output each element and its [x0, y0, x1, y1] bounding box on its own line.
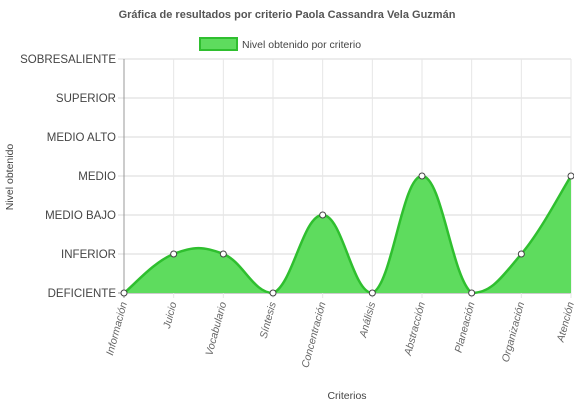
legend-swatch: [199, 37, 238, 51]
y-tick-label: INFERIOR: [61, 249, 116, 261]
x-axis-label: Criterios: [327, 390, 366, 402]
y-axis-ticks: DEFICIENTE INFERIOR MEDIO BAJO MEDIO MEDIO A…: [20, 54, 116, 300]
x-axis-ticks: Información Juicio Vocabulario Síntesis Conc…: [104, 300, 574, 369]
data-point[interactable]: [368, 289, 376, 297]
data-point[interactable]: [517, 250, 525, 258]
x-tick-label: Juicio: [161, 301, 180, 331]
x-tick-label: Planeación: [453, 301, 478, 354]
data-point[interactable]: [567, 172, 574, 180]
x-tick-label: Abstracción: [402, 301, 428, 358]
x-tick-label: Atención: [554, 301, 574, 345]
x-tick-label: Información: [104, 301, 130, 357]
y-tick-label: DEFICIENTE: [48, 288, 117, 300]
data-point[interactable]: [319, 211, 327, 219]
x-tick-label: Organización: [500, 301, 528, 364]
y-tick-label: SOBRESALIENTE: [20, 54, 116, 66]
plot-area: [123, 174, 573, 295]
chart-title: Gráfica de resultados por criterio Paola…: [119, 9, 456, 21]
x-tick-label: Análisis: [357, 300, 378, 340]
x-tick-label: Síntesis: [258, 300, 279, 340]
series-line: [123, 174, 573, 295]
legend-label: Nivel obtenido por criterio: [242, 39, 361, 51]
y-tick-label: MEDIO BAJO: [45, 210, 116, 222]
y-axis-label: Nivel obtenido: [4, 144, 16, 211]
data-points: [120, 172, 574, 297]
data-point[interactable]: [170, 250, 178, 258]
x-tick-label: Vocabulario: [203, 301, 229, 357]
data-point[interactable]: [468, 289, 476, 297]
y-tick-label: SUPERIOR: [56, 93, 116, 105]
y-tick-label: MEDIO: [78, 171, 116, 183]
legend[interactable]: Nivel obtenido por criterio: [199, 37, 361, 51]
data-point[interactable]: [418, 172, 426, 180]
data-point[interactable]: [219, 250, 227, 258]
data-point[interactable]: [269, 289, 277, 297]
y-tick-label: MEDIO ALTO: [47, 132, 116, 144]
data-point[interactable]: [120, 289, 128, 297]
x-tick-label: Concentración: [299, 301, 328, 370]
